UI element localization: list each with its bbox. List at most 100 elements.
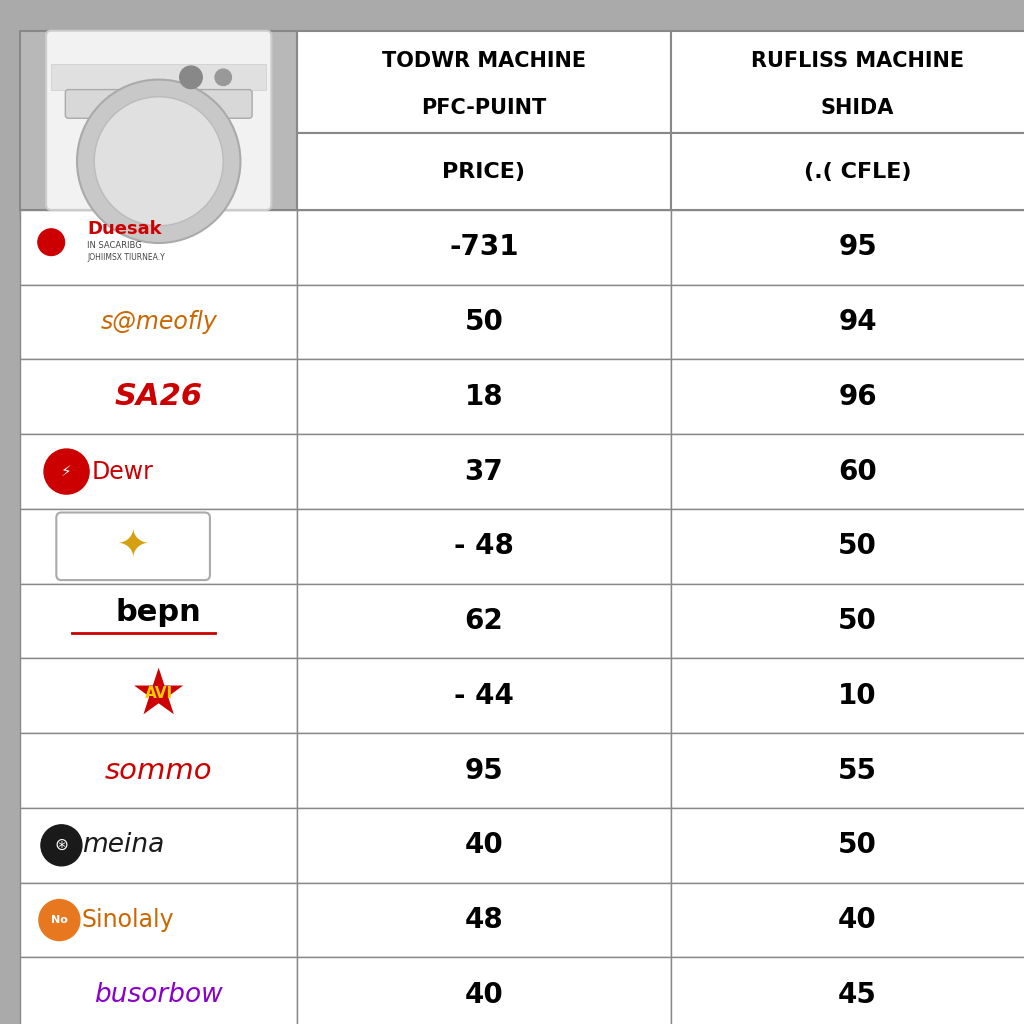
Circle shape bbox=[38, 228, 65, 255]
Text: 🫧: 🫧 bbox=[138, 89, 179, 157]
Text: 50: 50 bbox=[839, 532, 877, 560]
FancyBboxPatch shape bbox=[671, 808, 1024, 883]
Text: PRICE): PRICE) bbox=[442, 162, 525, 181]
Text: 95: 95 bbox=[839, 233, 877, 261]
Text: 40: 40 bbox=[839, 906, 877, 934]
Text: meina: meina bbox=[82, 833, 164, 858]
FancyBboxPatch shape bbox=[20, 434, 297, 509]
Text: 60: 60 bbox=[839, 458, 877, 485]
FancyBboxPatch shape bbox=[20, 957, 297, 1024]
FancyBboxPatch shape bbox=[297, 509, 671, 584]
FancyBboxPatch shape bbox=[671, 210, 1024, 285]
Circle shape bbox=[94, 97, 223, 225]
Text: TODWR MACHINE: TODWR MACHINE bbox=[382, 51, 586, 72]
FancyBboxPatch shape bbox=[297, 808, 671, 883]
FancyBboxPatch shape bbox=[46, 31, 271, 210]
Text: Dewr: Dewr bbox=[92, 460, 154, 483]
FancyBboxPatch shape bbox=[671, 31, 1024, 133]
Text: ⊛: ⊛ bbox=[54, 837, 69, 854]
Text: 40: 40 bbox=[465, 981, 503, 1009]
FancyBboxPatch shape bbox=[20, 285, 297, 359]
Circle shape bbox=[77, 80, 241, 243]
FancyBboxPatch shape bbox=[297, 285, 671, 359]
FancyBboxPatch shape bbox=[297, 883, 671, 957]
Text: 37: 37 bbox=[465, 458, 503, 485]
FancyBboxPatch shape bbox=[20, 210, 297, 285]
Text: bepn: bepn bbox=[116, 598, 202, 628]
Text: 10: 10 bbox=[839, 682, 877, 710]
FancyBboxPatch shape bbox=[20, 658, 297, 733]
Text: 94: 94 bbox=[839, 308, 877, 336]
FancyBboxPatch shape bbox=[20, 733, 297, 808]
Text: PFC-PUINT: PFC-PUINT bbox=[421, 97, 547, 118]
Text: 50: 50 bbox=[465, 308, 503, 336]
Text: 18: 18 bbox=[465, 383, 503, 411]
Circle shape bbox=[98, 90, 219, 211]
Text: 48: 48 bbox=[465, 906, 503, 934]
FancyBboxPatch shape bbox=[671, 133, 1024, 210]
FancyBboxPatch shape bbox=[671, 285, 1024, 359]
FancyBboxPatch shape bbox=[20, 808, 297, 883]
Text: AVI: AVI bbox=[144, 686, 173, 701]
FancyBboxPatch shape bbox=[297, 584, 671, 658]
FancyBboxPatch shape bbox=[297, 434, 671, 509]
Circle shape bbox=[214, 53, 232, 72]
FancyBboxPatch shape bbox=[51, 41, 266, 83]
Text: RUFLISS MACHINE: RUFLISS MACHINE bbox=[751, 51, 965, 72]
Text: No: No bbox=[51, 915, 68, 925]
Text: ⚡: ⚡ bbox=[61, 464, 72, 479]
FancyBboxPatch shape bbox=[297, 210, 671, 285]
FancyBboxPatch shape bbox=[297, 359, 671, 434]
Text: IN SACARIBG: IN SACARIBG bbox=[87, 241, 141, 250]
Text: (.( CFLE): (.( CFLE) bbox=[804, 162, 911, 181]
Text: 96: 96 bbox=[839, 383, 877, 411]
FancyBboxPatch shape bbox=[671, 434, 1024, 509]
Text: 40: 40 bbox=[465, 831, 503, 859]
Text: 50: 50 bbox=[839, 607, 877, 635]
Circle shape bbox=[41, 824, 82, 865]
Text: JOHIIMSX TIURNEA.Y: JOHIIMSX TIURNEA.Y bbox=[87, 253, 165, 262]
FancyBboxPatch shape bbox=[671, 509, 1024, 584]
Text: 95: 95 bbox=[465, 757, 503, 784]
Text: -731: -731 bbox=[450, 233, 518, 261]
Text: SHIDA: SHIDA bbox=[821, 97, 894, 118]
Circle shape bbox=[180, 66, 203, 89]
FancyBboxPatch shape bbox=[51, 63, 266, 89]
Text: busorbow: busorbow bbox=[94, 982, 223, 1008]
Circle shape bbox=[44, 449, 89, 494]
FancyBboxPatch shape bbox=[297, 957, 671, 1024]
FancyBboxPatch shape bbox=[46, 36, 271, 215]
FancyBboxPatch shape bbox=[20, 31, 297, 220]
FancyBboxPatch shape bbox=[671, 359, 1024, 434]
Text: s@meofly: s@meofly bbox=[100, 310, 217, 334]
FancyBboxPatch shape bbox=[20, 31, 297, 210]
FancyBboxPatch shape bbox=[20, 359, 297, 434]
Text: ★: ★ bbox=[130, 665, 187, 727]
Circle shape bbox=[39, 899, 80, 940]
Circle shape bbox=[84, 76, 234, 226]
FancyBboxPatch shape bbox=[20, 883, 297, 957]
FancyBboxPatch shape bbox=[671, 957, 1024, 1024]
FancyBboxPatch shape bbox=[297, 658, 671, 733]
Text: - 48: - 48 bbox=[454, 532, 514, 560]
Text: sommo: sommo bbox=[104, 757, 213, 784]
Text: Duesak: Duesak bbox=[87, 220, 162, 238]
FancyBboxPatch shape bbox=[671, 584, 1024, 658]
FancyBboxPatch shape bbox=[671, 658, 1024, 733]
FancyBboxPatch shape bbox=[56, 512, 210, 580]
Text: 50: 50 bbox=[839, 831, 877, 859]
FancyBboxPatch shape bbox=[297, 733, 671, 808]
Text: - 44: - 44 bbox=[454, 682, 514, 710]
FancyBboxPatch shape bbox=[671, 883, 1024, 957]
Text: Sinolaly: Sinolaly bbox=[82, 908, 174, 932]
Text: ✦: ✦ bbox=[117, 527, 150, 565]
Circle shape bbox=[178, 50, 203, 75]
FancyBboxPatch shape bbox=[671, 733, 1024, 808]
Circle shape bbox=[215, 69, 231, 85]
FancyBboxPatch shape bbox=[20, 584, 297, 658]
FancyBboxPatch shape bbox=[297, 133, 671, 210]
Text: 45: 45 bbox=[839, 981, 877, 1009]
FancyBboxPatch shape bbox=[20, 509, 297, 584]
FancyBboxPatch shape bbox=[66, 89, 252, 118]
Text: 62: 62 bbox=[465, 607, 503, 635]
